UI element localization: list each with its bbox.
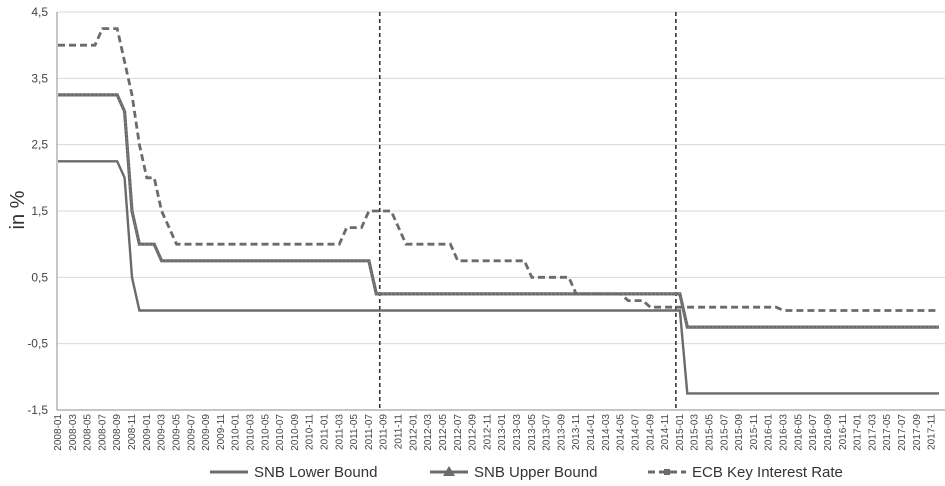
legend-item: SNB Lower Bound <box>210 464 377 481</box>
x-tick-label: 2008-11 <box>127 414 138 450</box>
x-tick-label: 2012-05 <box>438 414 449 451</box>
x-tick-label: 2012-09 <box>468 414 479 451</box>
x-tick-label: 2016-03 <box>779 414 790 451</box>
y-tick-label: 3,5 <box>31 71 48 85</box>
legend-item: SNB Upper Bound <box>430 464 597 481</box>
y-tick-label: 2,5 <box>31 138 48 152</box>
series-ecb-key-interest-rate <box>58 27 939 312</box>
x-tick-label: 2017-09 <box>912 414 923 451</box>
x-tick-label: 2016-05 <box>793 414 804 451</box>
x-tick-label: 2010-05 <box>260 414 271 451</box>
x-tick-label: 2011-07 <box>364 414 375 450</box>
x-tick-label: 2015-11 <box>749 414 760 450</box>
legend-label: SNB Upper Bound <box>474 464 597 481</box>
series-line <box>58 27 939 312</box>
x-tick-label: 2008-05 <box>83 414 94 451</box>
x-tick-label: 2014-09 <box>645 414 656 451</box>
y-tick-label: 4,5 <box>31 5 48 19</box>
x-tick-label: 2016-01 <box>764 414 775 451</box>
x-tick-label: 2014-05 <box>616 414 627 451</box>
x-tick-label: 2009-05 <box>172 414 183 451</box>
x-tick-label: 2011-11 <box>394 414 405 450</box>
x-tick-label: 2014-07 <box>631 414 642 451</box>
legend-swatch-marker <box>443 466 455 476</box>
series-layer <box>58 27 939 395</box>
x-tick-label: 2010-11 <box>305 414 316 450</box>
x-tick-label: 2013-11 <box>571 414 582 450</box>
x-tick-label: 2017-11 <box>927 414 938 450</box>
x-tick-label: 2012-01 <box>408 414 419 451</box>
x-tick-label: 2011-03 <box>334 414 345 450</box>
vertical-markers <box>378 12 677 410</box>
x-tick-label: 2009-11 <box>216 414 227 450</box>
y-tick-label: -0,5 <box>27 337 48 351</box>
x-tick-label: 2014-11 <box>660 414 671 450</box>
x-tick-label: 2009-01 <box>142 414 153 451</box>
x-tick-label: 2011-01 <box>320 414 331 450</box>
x-tick-label: 2011-09 <box>379 414 390 450</box>
legend-item: ECB Key Interest Rate <box>648 464 843 481</box>
legend-label: SNB Lower Bound <box>254 464 377 481</box>
x-tick-label: 2016-09 <box>823 414 834 451</box>
x-tick-label: 2015-01 <box>675 414 686 451</box>
series-snb-upper-bound <box>58 93 939 329</box>
y-tick-label: -1,5 <box>27 403 48 417</box>
x-tick-label: 2010-07 <box>275 414 286 451</box>
x-tick-label: 2015-07 <box>719 414 730 451</box>
x-tick-label: 2015-05 <box>705 414 716 451</box>
x-tick-label: 2016-07 <box>808 414 819 451</box>
x-tick-label: 2012-11 <box>482 414 493 450</box>
x-tick-label: 2013-03 <box>512 414 523 451</box>
axes-layer <box>56 12 945 411</box>
y-tick-label: 1,5 <box>31 204 48 218</box>
x-tick-label: 2016-11 <box>838 414 849 450</box>
x-tick-labels: 2008-01 2008-03 2008-05 2008-07 2008-09 2008-… <box>53 414 938 451</box>
y-tick-label: 0,5 <box>31 270 48 284</box>
x-tick-label: 2013-05 <box>527 414 538 451</box>
x-tick-label: 2010-09 <box>290 414 301 451</box>
x-tick-label: 2009-03 <box>157 414 168 451</box>
x-tick-label: 2008-07 <box>97 414 108 451</box>
x-tick-label: 2011-05 <box>349 414 360 450</box>
grid-layer <box>57 11 945 345</box>
x-tick-label: 2009-07 <box>186 414 197 451</box>
legend: SNB Lower Bound SNB Upper Bound ECB Key In… <box>210 464 843 481</box>
x-tick-label: 2008-03 <box>68 414 79 451</box>
x-tick-label: 2009-09 <box>201 414 212 451</box>
x-tick-label: 2013-01 <box>497 414 508 451</box>
x-tick-label: 2008-09 <box>112 414 123 451</box>
legend-label: ECB Key Interest Rate <box>692 464 843 481</box>
series-line <box>58 93 939 329</box>
x-tick-label: 2008-01 <box>53 414 64 451</box>
legend-swatch-marker <box>664 469 670 475</box>
x-tick-label: 2013-07 <box>542 414 553 451</box>
series-line <box>58 160 939 395</box>
y-tick-labels: -1,5 -0,5 0,5 1,5 2,5 3,5 4,5 <box>27 5 48 417</box>
x-tick-label: 2010-03 <box>246 414 257 451</box>
x-tick-label: 2017-03 <box>867 414 878 451</box>
x-tick-label: 2017-05 <box>882 414 893 451</box>
x-tick-label: 2015-03 <box>690 414 701 451</box>
x-tick-label: 2013-09 <box>556 414 567 451</box>
x-tick-label: 2017-07 <box>897 414 908 451</box>
x-tick-label: 2012-07 <box>453 414 464 451</box>
x-tick-label: 2015-09 <box>734 414 745 451</box>
x-tick-label: 2012-03 <box>423 414 434 451</box>
x-tick-label: 2010-01 <box>231 414 242 451</box>
y-axis-label: in % <box>7 190 29 229</box>
x-tick-label: 2014-03 <box>601 414 612 451</box>
x-tick-label: 2014-01 <box>586 414 597 451</box>
series-snb-lower-bound <box>58 160 939 395</box>
x-tick-label: 2017-01 <box>853 414 864 451</box>
